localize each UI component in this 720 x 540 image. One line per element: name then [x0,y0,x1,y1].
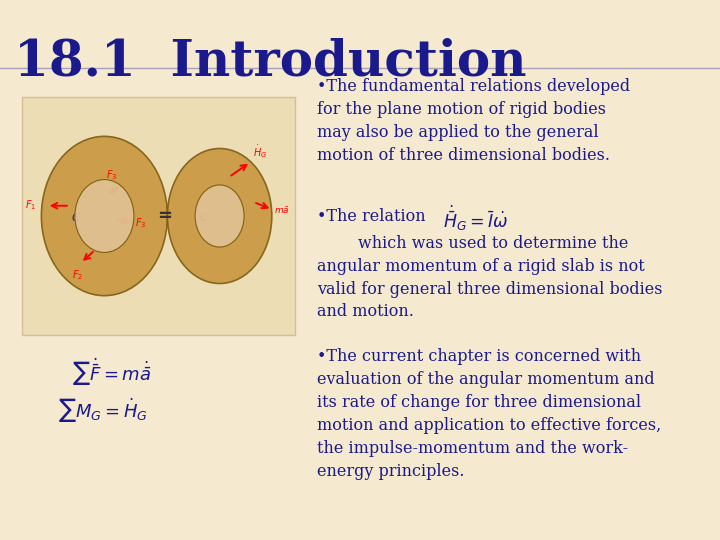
Text: $m\bar{a}$: $m\bar{a}$ [274,205,289,216]
Text: $\sum M_G = \dot{H}_G$: $\sum M_G = \dot{H}_G$ [58,397,148,425]
Text: =: = [157,207,171,225]
Ellipse shape [42,136,167,295]
Text: •The fundamental relations developed
for the plane motion of rigid bodies
may al: •The fundamental relations developed for… [317,78,630,164]
Text: $F_1$: $F_1$ [24,198,36,212]
FancyBboxPatch shape [22,97,295,335]
Ellipse shape [75,179,134,252]
Text: $\sum \dot{\bar{F}} = m\dot{\bar{a}}$: $\sum \dot{\bar{F}} = m\dot{\bar{a}}$ [72,356,151,388]
Text: •The current chapter is concerned with
evaluation of the angular momentum and
it: •The current chapter is concerned with e… [317,348,661,480]
Text: which was used to determine the
angular momentum of a rigid slab is not
valid fo: which was used to determine the angular … [317,235,662,320]
Text: $C$: $C$ [199,211,208,223]
Text: $F_3$: $F_3$ [106,168,117,182]
Text: $G$: $G$ [71,211,81,223]
Text: 18.1  Introduction: 18.1 Introduction [14,38,527,87]
Text: $F_3$: $F_3$ [135,217,147,231]
Ellipse shape [195,185,244,247]
Text: $\dot{H}_G$: $\dot{H}_G$ [253,144,267,160]
Text: •The relation: •The relation [317,208,426,225]
Ellipse shape [167,148,272,284]
Text: $\dot{\bar{H}}_G = \bar{I}\dot{\omega}$: $\dot{\bar{H}}_G = \bar{I}\dot{\omega}$ [443,204,508,233]
Text: $F_2$: $F_2$ [72,268,84,282]
